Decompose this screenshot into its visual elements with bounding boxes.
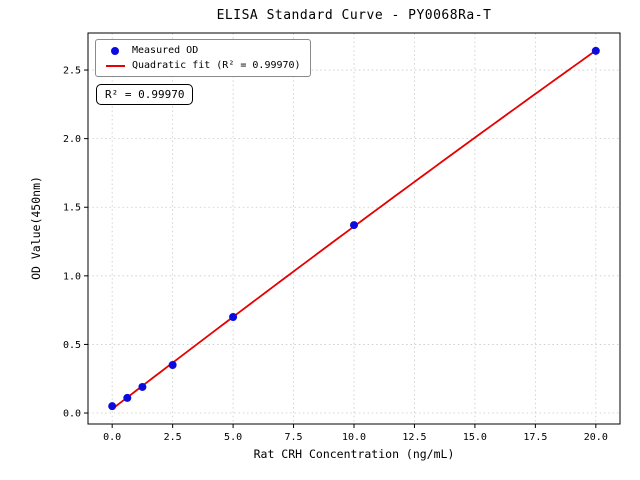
x-tick-label: 12.5	[402, 432, 426, 443]
scatter-marker-icon	[111, 46, 119, 55]
y-axis-label: OD Value(450nm)	[29, 176, 43, 280]
x-tick-label: 2.5	[164, 432, 182, 443]
legend-item-quadratic-fit: Quadratic fit (R² = 0.99970)	[103, 60, 301, 71]
data-point	[138, 382, 147, 391]
y-tick-label: 1.5	[63, 203, 81, 214]
y-tick-label: 0.0	[63, 409, 81, 420]
legend-item-measured-od: Measured OD	[103, 45, 301, 56]
r-squared-annotation: R² = 0.99970	[96, 84, 194, 105]
y-tick-label: 2.5	[63, 66, 81, 77]
legend-label-measured-od: Measured OD	[132, 45, 199, 56]
data-point	[108, 402, 117, 411]
x-tick-label: 0.0	[103, 432, 121, 443]
data-point	[168, 361, 177, 370]
legend: Measured OD Quadratic fit (R² = 0.99970)	[95, 39, 311, 77]
legend-marker-cell	[103, 64, 127, 67]
x-tick-label: 20.0	[584, 432, 608, 443]
legend-marker-cell	[103, 46, 127, 55]
chart-title: ELISA Standard Curve - PY0068Ra-T	[216, 8, 492, 23]
y-tick-label: 1.0	[63, 271, 81, 282]
data-point	[350, 221, 358, 230]
y-tick-label: 2.0	[63, 134, 81, 145]
x-tick-label: 5.0	[224, 432, 242, 443]
x-tick-label: 10.0	[342, 432, 366, 443]
data-point	[591, 46, 600, 55]
x-axis-label: Rat CRH Concentration (ng/mL)	[253, 447, 455, 461]
y-tick-label: 0.5	[63, 340, 81, 351]
x-tick-label: 15.0	[463, 432, 487, 443]
data-point	[229, 312, 238, 321]
x-tick-label: 7.5	[285, 432, 303, 443]
data-point	[123, 393, 132, 402]
line-marker-icon	[105, 64, 125, 67]
legend-label-quadratic-fit: Quadratic fit (R² = 0.99970)	[132, 60, 301, 71]
x-tick-label: 17.5	[523, 432, 547, 443]
